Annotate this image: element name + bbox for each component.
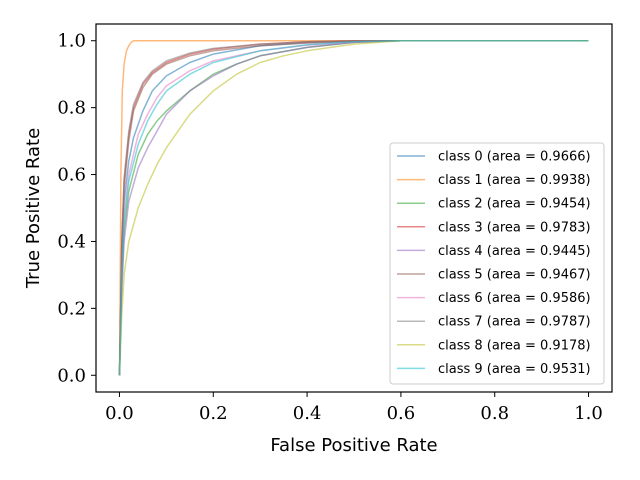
y-tick-label: 0.8: [57, 98, 86, 119]
y-axis-title: True Positive Rate: [23, 128, 44, 289]
legend-entry: class 6 (area = 0.9586): [397, 291, 591, 306]
legend-entry: class 1 (area = 0.9938): [397, 173, 591, 188]
legend-label: class 7 (area = 0.9787): [438, 315, 591, 330]
series-line-class-7: [118, 39, 589, 376]
legend-entry: class 4 (area = 0.9445): [397, 244, 591, 259]
legend-entry: class 7 (area = 0.9787): [397, 315, 591, 330]
x-tick-label: 0.4: [293, 403, 322, 424]
legend-label: class 9 (area = 0.9531): [438, 362, 591, 377]
series-line-class-9: [118, 39, 589, 376]
plot-frame: [95, 23, 613, 393]
legend-label: class 1 (area = 0.9938): [438, 173, 591, 188]
legend-entry: class 9 (area = 0.9531): [397, 362, 591, 377]
legend-box: [389, 142, 605, 385]
legend-label: class 5 (area = 0.9467): [438, 268, 591, 283]
legend-entry: class 3 (area = 0.9783): [397, 220, 591, 235]
x-tick-label: 0.8: [480, 403, 509, 424]
legend-label: class 6 (area = 0.9586): [438, 291, 591, 306]
y-tick-label: 1.0: [57, 31, 86, 52]
y-tick-label: 0.4: [57, 231, 86, 252]
legend-entry: class 0 (area = 0.9666): [397, 150, 591, 165]
legend-entry: class 5 (area = 0.9467): [397, 268, 591, 283]
x-tick-label: 0.0: [105, 403, 134, 424]
series-line-class-4: [118, 39, 589, 376]
legend-label: class 2 (area = 0.9454): [438, 197, 591, 212]
legend-label: class 3 (area = 0.9783): [438, 220, 591, 235]
legend: class 0 (area = 0.9666) class 1 (area = 0…: [389, 142, 605, 385]
x-tick-label: 0.2: [199, 403, 228, 424]
series-line-class-1: [118, 39, 589, 376]
x-axis-title: False Positive Rate: [270, 435, 437, 456]
x-tick-label: 1.0: [574, 403, 603, 424]
series-lines: [118, 39, 589, 376]
legend-entry: class 8 (area = 0.9178): [397, 338, 591, 353]
y-tick-label: 0.0: [57, 365, 86, 386]
y-tick-label: 0.2: [57, 298, 86, 319]
y-tick-label: 0.6: [57, 165, 86, 186]
legend-label: class 0 (area = 0.9666): [438, 150, 591, 165]
x-tick-label: 0.6: [387, 403, 416, 424]
axis-ticks: 0.0 0.2 0.4 0.6 0.8 1.0 0.0 0.2 0.4 0.6 0.8 1.0: [57, 31, 603, 424]
legend-label: class 4 (area = 0.9445): [438, 244, 591, 259]
series-line-class-8: [118, 39, 589, 376]
legend-label: class 8 (area = 0.9178): [438, 338, 591, 353]
legend-entry: class 2 (area = 0.9454): [397, 197, 591, 212]
